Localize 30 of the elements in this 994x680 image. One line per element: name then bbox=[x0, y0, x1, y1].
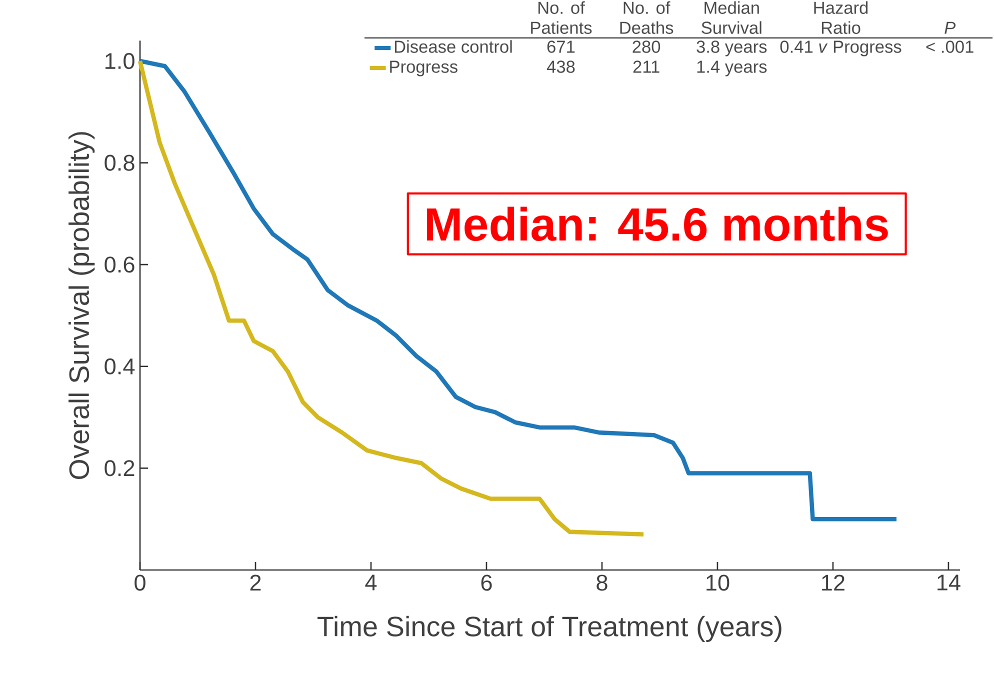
annotation: 438 bbox=[546, 60, 575, 73]
x-tick-label: 14 bbox=[938, 574, 960, 590]
legend-label: Progress bbox=[390, 60, 458, 76]
text: P bbox=[944, 22, 956, 34]
text: No. of Deaths bbox=[620, 1, 674, 34]
x-tick-label: 8 bbox=[596, 574, 608, 591]
y-tick-label: 0.6 bbox=[104, 256, 134, 273]
x-tick-label: 2 bbox=[250, 574, 261, 591]
y-axis-title: Overall Survival (probability) bbox=[68, 132, 95, 480]
y-tick-label: 0.8 bbox=[104, 154, 134, 171]
annotation: < .001 bbox=[926, 40, 974, 53]
text: Median Survival bbox=[702, 1, 762, 34]
legend-label: Disease control bbox=[394, 40, 512, 53]
y-tick-label: 1.0 bbox=[106, 52, 134, 70]
x-tick-label: 6 bbox=[481, 574, 492, 591]
annotation: 1.4 years bbox=[697, 60, 767, 76]
annotation: 3.8 years bbox=[696, 40, 767, 56]
x-tick-label: 12 bbox=[822, 574, 844, 591]
annotation: 280 bbox=[632, 40, 660, 53]
y-tick-label: 0.4 bbox=[104, 358, 135, 374]
annotation: Median: 45.6 months bbox=[427, 206, 888, 242]
annotation: 211 bbox=[633, 60, 660, 73]
annotation: 671 bbox=[547, 40, 575, 53]
text: No. of Patients bbox=[531, 1, 592, 34]
y-tick-label: 0.2 bbox=[104, 460, 134, 476]
annotation: 0.41 v Progress bbox=[780, 40, 902, 56]
x-tick-label: 0 bbox=[134, 574, 146, 591]
x-tick-label: 4 bbox=[365, 574, 377, 590]
x-axis-title: Time Since Start of Treatment (years) bbox=[317, 616, 782, 642]
x-tick-label: 10 bbox=[706, 574, 730, 591]
